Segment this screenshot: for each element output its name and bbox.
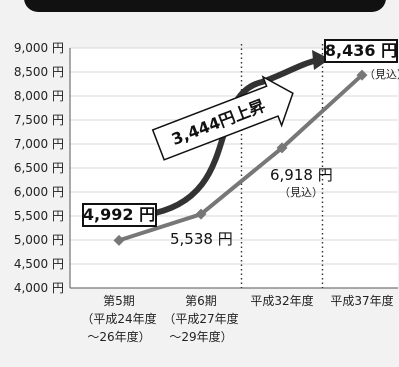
- y-tick-label-8: 8,000 円: [14, 89, 64, 103]
- y-axis-ticks: 4,000 円 4,500 円 5,000 円 5,500 円 6,000 円 6,500…: [14, 41, 64, 295]
- data-point-2: [276, 142, 288, 154]
- y-tick-label-9: 8,500 円: [14, 65, 64, 79]
- top-banner: [24, 0, 386, 12]
- x-tick-label-3: 平成37年度: [330, 293, 393, 308]
- y-tick-label-4: 6,000 円: [14, 185, 64, 199]
- increase-callout-shape: [151, 75, 294, 161]
- label-box-p3: [324, 39, 398, 63]
- data-label-p3-note: （見込）: [364, 68, 399, 81]
- y-tick-label-7: 7,500 円: [14, 113, 64, 127]
- series-line: [118, 73, 364, 243]
- data-point-1: [195, 208, 207, 220]
- y-tick-label-0: 4,000 円: [14, 281, 64, 295]
- data-label-p1: 5,538 円: [170, 230, 233, 248]
- data-label-p2: 6,918 円: [270, 166, 333, 184]
- y-tick-label-10: 9,000 円: [14, 41, 64, 55]
- y-tick-label-2: 5,000 円: [14, 233, 64, 247]
- label-box-p0: [82, 203, 157, 227]
- y-tick-label-3: 5,500 円: [14, 209, 64, 223]
- x-axis-ticks: 第5期（平成24年度～26年度）第6期（平成27年度～29年度） 平成32年度 平成…: [81, 293, 393, 344]
- x-tick-label-0: 第5期（平成24年度～26年度）: [81, 294, 156, 344]
- data-point-3: [356, 69, 368, 81]
- data-label-p3: 8,436 円: [325, 41, 397, 60]
- y-tick-label-6: 7,000 円: [14, 137, 64, 151]
- x-tick-label-2: 平成32年度: [250, 293, 313, 308]
- y-tick-label-1: 4,500 円: [14, 257, 64, 271]
- increase-arrow-head: [312, 50, 330, 70]
- y-tick-label-5: 6,500 円: [14, 161, 64, 175]
- x-tick-label-1: 第6期（平成27年度～29年度）: [163, 294, 238, 344]
- period-dividers: [240, 44, 324, 288]
- data-label-p0: 4,992 円: [83, 205, 155, 224]
- data-label-p2-note: （見込）: [279, 186, 323, 199]
- series-markers: [113, 69, 368, 246]
- data-point-0: [113, 234, 125, 246]
